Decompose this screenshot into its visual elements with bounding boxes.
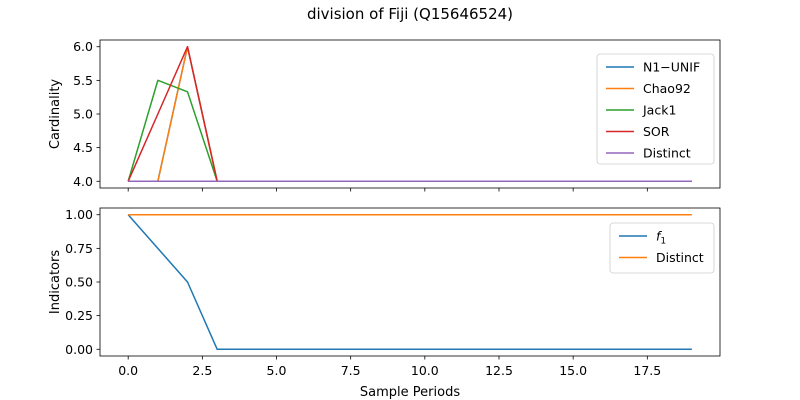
- legend-label-0: f1: [656, 229, 666, 247]
- x-tick-label: 17.5: [633, 363, 661, 378]
- legend-box: [609, 222, 715, 274]
- x-tick-label: 7.5: [341, 363, 361, 378]
- y-tick-label: 0.25: [65, 308, 93, 323]
- y-tick-label: 0.50: [65, 275, 93, 290]
- y-tick-label: 0.75: [65, 241, 93, 256]
- y-axis-label: Cardinality: [48, 79, 63, 150]
- x-tick-label: 10.0: [411, 363, 439, 378]
- cardinality-panel: 4.0 4.5 5.0 5.5 6.0 Cardinality N1−UNIF Chao92 J…: [48, 39, 721, 192]
- x-tick-label: 2.5: [192, 363, 212, 378]
- x-tick-label: 15.0: [559, 363, 587, 378]
- x-tick-label: 5.0: [267, 363, 287, 378]
- legend-label-4: Distinct: [643, 146, 691, 161]
- legend-label-2: Jack1: [642, 103, 676, 118]
- legend-label-3: SOR: [643, 124, 670, 139]
- legend-label-1: Distinct: [656, 250, 704, 265]
- y-tick-label: 5.5: [73, 73, 93, 88]
- legend-label-0: N1−UNIF: [643, 60, 700, 75]
- y-tick-label: 6.0: [73, 39, 93, 54]
- y-tick-label: 1.00: [65, 207, 93, 222]
- legend-label-1: Chao92: [643, 81, 691, 96]
- y-tick-label: 0.00: [65, 342, 93, 357]
- legend-box: [596, 53, 715, 165]
- y-axis-label: Indicators: [48, 250, 63, 314]
- series-line-0: [127, 214, 692, 351]
- y-tick-label: 5.0: [73, 107, 93, 122]
- indicators-panel: 0.0 2.5 5.0 7.5 10.0 12.5 15.0 17.5 0.00 0.25 0.50…: [48, 207, 721, 400]
- x-tick-label: 0.0: [118, 363, 138, 378]
- x-axis-label: Sample Periods: [360, 385, 460, 400]
- figure-title: division of Fiji (Q15646524): [307, 5, 513, 23]
- y-tick-label: 4.5: [73, 140, 93, 155]
- x-tick-label: 12.5: [485, 363, 513, 378]
- y-tick-label: 4.0: [73, 174, 93, 189]
